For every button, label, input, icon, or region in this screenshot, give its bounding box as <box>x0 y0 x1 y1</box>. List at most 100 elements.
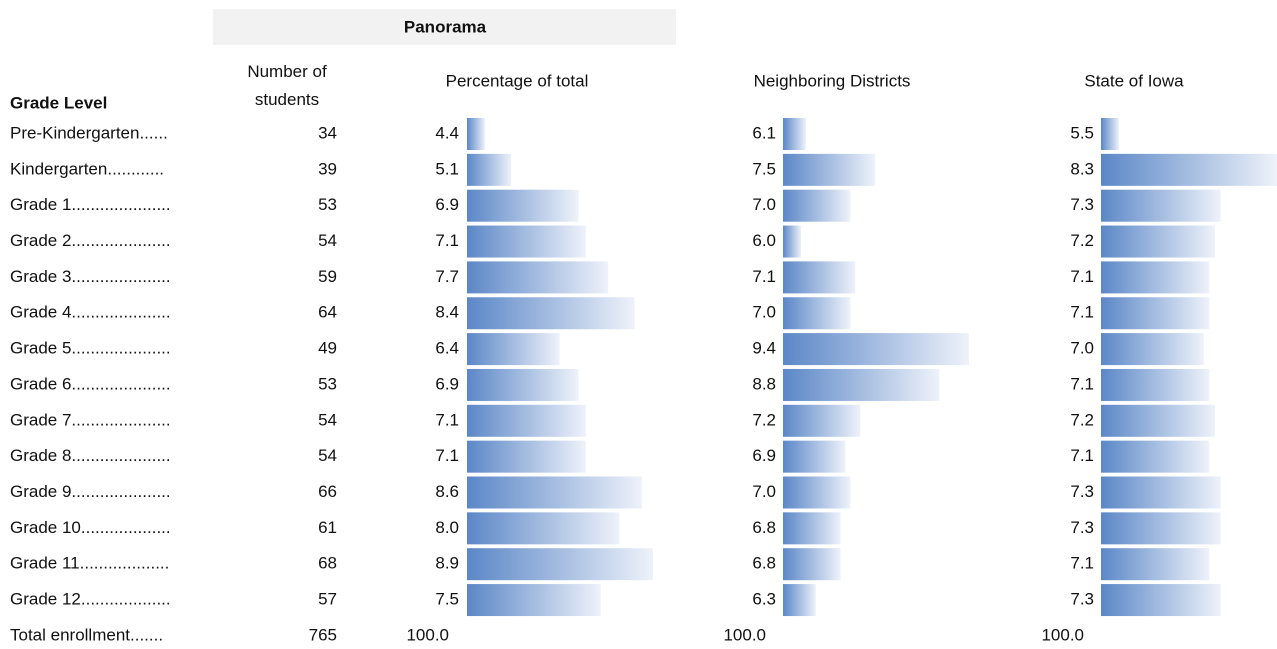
cell-value: 7.1 <box>435 410 459 429</box>
cell-value: 6.4 <box>435 339 459 358</box>
data-bar <box>1101 153 1277 186</box>
cell-value: 7.0 <box>752 195 776 214</box>
data-bar <box>783 225 801 258</box>
cell-count: 53 <box>318 195 337 214</box>
row-label: Grade 7..................... <box>10 410 171 429</box>
data-bar <box>783 368 940 401</box>
row-label: Kindergarten............ <box>10 159 164 178</box>
data-bar <box>783 118 806 150</box>
data-bar <box>467 189 579 222</box>
total-value: 100.0 <box>723 625 766 644</box>
data-bar <box>1101 333 1204 366</box>
cell-value: 8.3 <box>1070 159 1094 178</box>
cell-value: 8.0 <box>435 518 459 537</box>
data-bar <box>467 548 653 581</box>
cell-value: 8.9 <box>435 554 459 573</box>
cell-value: 8.6 <box>435 482 459 501</box>
data-bar <box>467 476 642 509</box>
cell-value: 6.9 <box>435 374 459 393</box>
total-value: 100.0 <box>406 625 449 644</box>
row-label: Grade 1..................... <box>10 195 171 214</box>
cell-count: 49 <box>318 339 337 358</box>
cell-value: 9.4 <box>752 339 776 358</box>
cell-count: 39 <box>318 159 337 178</box>
cell-count: 54 <box>318 410 337 429</box>
column-header: State of Iowa <box>1084 71 1184 90</box>
cell-value: 8.8 <box>752 374 776 393</box>
cell-value: 7.2 <box>1070 410 1094 429</box>
data-bar <box>467 333 560 366</box>
total-count: 765 <box>309 625 337 644</box>
data-bar <box>467 368 579 401</box>
row-label: Grade 11................... <box>10 554 169 573</box>
cell-count: 57 <box>318 590 337 609</box>
data-bar <box>467 261 609 294</box>
cell-value: 6.8 <box>752 518 776 537</box>
cell-value: 6.9 <box>435 195 459 214</box>
row-label: Grade 12................... <box>10 590 171 609</box>
cell-value: 7.1 <box>1070 374 1094 393</box>
cell-value: 6.1 <box>752 123 776 142</box>
data-bar <box>1101 404 1215 437</box>
data-bar <box>783 261 856 294</box>
cell-value: 7.3 <box>1070 590 1094 609</box>
data-bar <box>783 153 876 186</box>
cell-value: 5.5 <box>1070 123 1094 142</box>
cell-value: 7.3 <box>1070 482 1094 501</box>
cell-value: 7.1 <box>1070 446 1094 465</box>
row-label: Grade 4..................... <box>10 303 171 322</box>
data-bar <box>1101 440 1210 473</box>
column-header: Percentage of total <box>446 71 589 90</box>
cell-value: 7.0 <box>752 303 776 322</box>
cell-count: 66 <box>318 482 337 501</box>
row-label: Grade 3..................... <box>10 267 171 286</box>
cell-value: 6.0 <box>752 231 776 250</box>
cell-value: 6.8 <box>752 554 776 573</box>
cell-count: 53 <box>318 374 337 393</box>
cell-count: 68 <box>318 554 337 573</box>
cell-value: 6.3 <box>752 590 776 609</box>
data-bar <box>1101 225 1215 258</box>
data-bar <box>467 118 485 150</box>
data-bar <box>783 512 841 545</box>
data-bar <box>783 297 851 330</box>
row-label: Grade 6..................... <box>10 374 171 393</box>
row-label: Grade 2..................... <box>10 231 171 250</box>
data-bar <box>467 404 586 437</box>
cell-value: 7.2 <box>752 410 776 429</box>
row-label: Grade 5..................... <box>10 339 171 358</box>
cell-value: 6.9 <box>752 446 776 465</box>
data-bar <box>1101 368 1210 401</box>
data-bar <box>783 404 861 437</box>
cell-value: 7.1 <box>435 446 459 465</box>
cell-value: 7.1 <box>752 267 776 286</box>
row-label: Grade 10................... <box>10 518 171 537</box>
cell-value: 7.3 <box>1070 518 1094 537</box>
row-label: Grade 9..................... <box>10 482 171 501</box>
data-bar <box>1101 512 1221 545</box>
data-bar <box>1101 261 1210 294</box>
data-bar <box>467 584 601 617</box>
cell-value: 7.0 <box>752 482 776 501</box>
cell-count: 54 <box>318 231 337 250</box>
data-bar <box>1101 118 1119 150</box>
data-bar <box>783 476 851 509</box>
cell-value: 7.1 <box>1070 303 1094 322</box>
cell-value: 7.1 <box>1070 267 1094 286</box>
cell-value: 5.1 <box>435 159 459 178</box>
cell-count: 64 <box>318 303 337 322</box>
cell-value: 7.1 <box>435 231 459 250</box>
row-label: Grade 8..................... <box>10 446 171 465</box>
cell-value: 4.4 <box>435 123 459 142</box>
data-bar <box>783 584 816 617</box>
cell-count: 34 <box>318 123 337 142</box>
group-header: Panorama <box>404 17 487 36</box>
data-bar <box>783 548 841 581</box>
data-bar <box>467 153 512 186</box>
group-header-bg <box>213 9 676 45</box>
total-value: 100.0 <box>1041 625 1084 644</box>
data-bar <box>467 512 620 545</box>
data-bar <box>783 189 851 222</box>
